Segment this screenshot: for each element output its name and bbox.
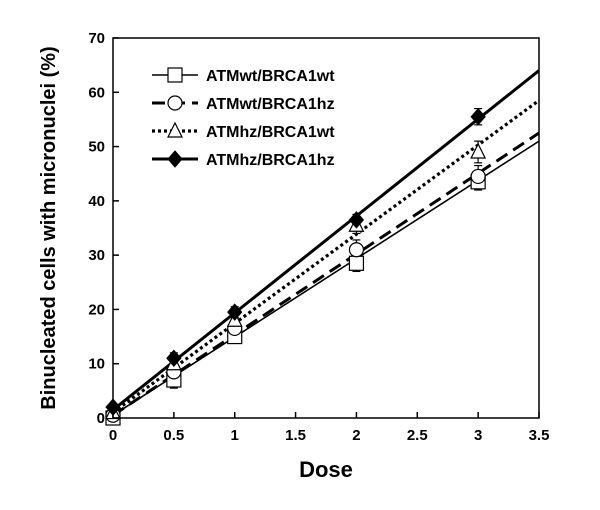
legend-label: ATMhz/BRCA1hz — [206, 152, 335, 169]
legend-marker — [167, 95, 183, 111]
y-tick-label: 20 — [88, 301, 105, 318]
y-tick-label: 70 — [88, 30, 105, 47]
x-tick-label: 2.5 — [407, 427, 428, 444]
data-point-series-3 — [470, 142, 487, 159]
axis-ticks — [112, 37, 540, 419]
x-tick-label: 0 — [109, 427, 117, 444]
data-point-series-2 — [348, 242, 365, 258]
legend: ATMwt/BRCA1wt ATMwt/BRCA1hz ATMhz/BRCA1wt A… — [152, 67, 335, 169]
y-tick-label: 60 — [88, 84, 105, 101]
x-tick-label: 1 — [231, 427, 239, 444]
legend-label: ATMwt/BRCA1hz — [206, 96, 335, 113]
data-point-series-2 — [470, 168, 486, 185]
fit-line-series-2 — [113, 131, 539, 417]
x-tick-label: 2 — [352, 427, 360, 444]
fit-lines — [113, 69, 539, 417]
y-tick-label: 50 — [88, 139, 105, 156]
fit-line-series-4 — [113, 69, 539, 412]
legend-label: ATMhz/BRCA1wt — [206, 124, 335, 141]
plot-area-frame — [112, 37, 540, 419]
y-tick-label: 10 — [88, 356, 105, 373]
tick-labels: 0 0.5 1 1.5 2 2.5 3 3.5 0 10 20 30 40 50 60 70 — [88, 30, 549, 444]
legend-marker — [167, 67, 183, 83]
legend-label: ATMwt/BRCA1wt — [206, 68, 335, 85]
data-point-series-4 — [470, 107, 486, 126]
y-tick-label: 0 — [97, 410, 105, 427]
legend-marker — [167, 150, 183, 168]
x-tick-label: 3 — [474, 427, 482, 444]
data-point-series-4 — [348, 211, 365, 229]
data-point-series-1 — [348, 255, 365, 271]
y-tick-label: 30 — [88, 247, 105, 264]
x-tick-label: 3.5 — [529, 427, 550, 444]
data-point-series-4 — [166, 349, 182, 368]
legend-marker — [167, 121, 183, 138]
y-axis-title: Binucleated cells with micronuclei (%) — [38, 46, 60, 409]
fit-line-series-3 — [113, 99, 539, 414]
x-axis-title: Dose — [299, 457, 353, 482]
x-tick-label: 0.5 — [163, 427, 184, 444]
data-point-series-4 — [227, 303, 243, 321]
y-tick-label: 40 — [88, 193, 105, 210]
x-tick-label: 1.5 — [285, 427, 306, 444]
